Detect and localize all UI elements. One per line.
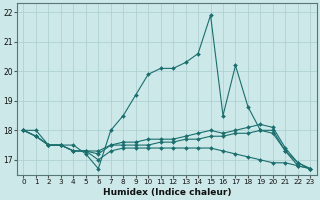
X-axis label: Humidex (Indice chaleur): Humidex (Indice chaleur) [103,188,231,197]
